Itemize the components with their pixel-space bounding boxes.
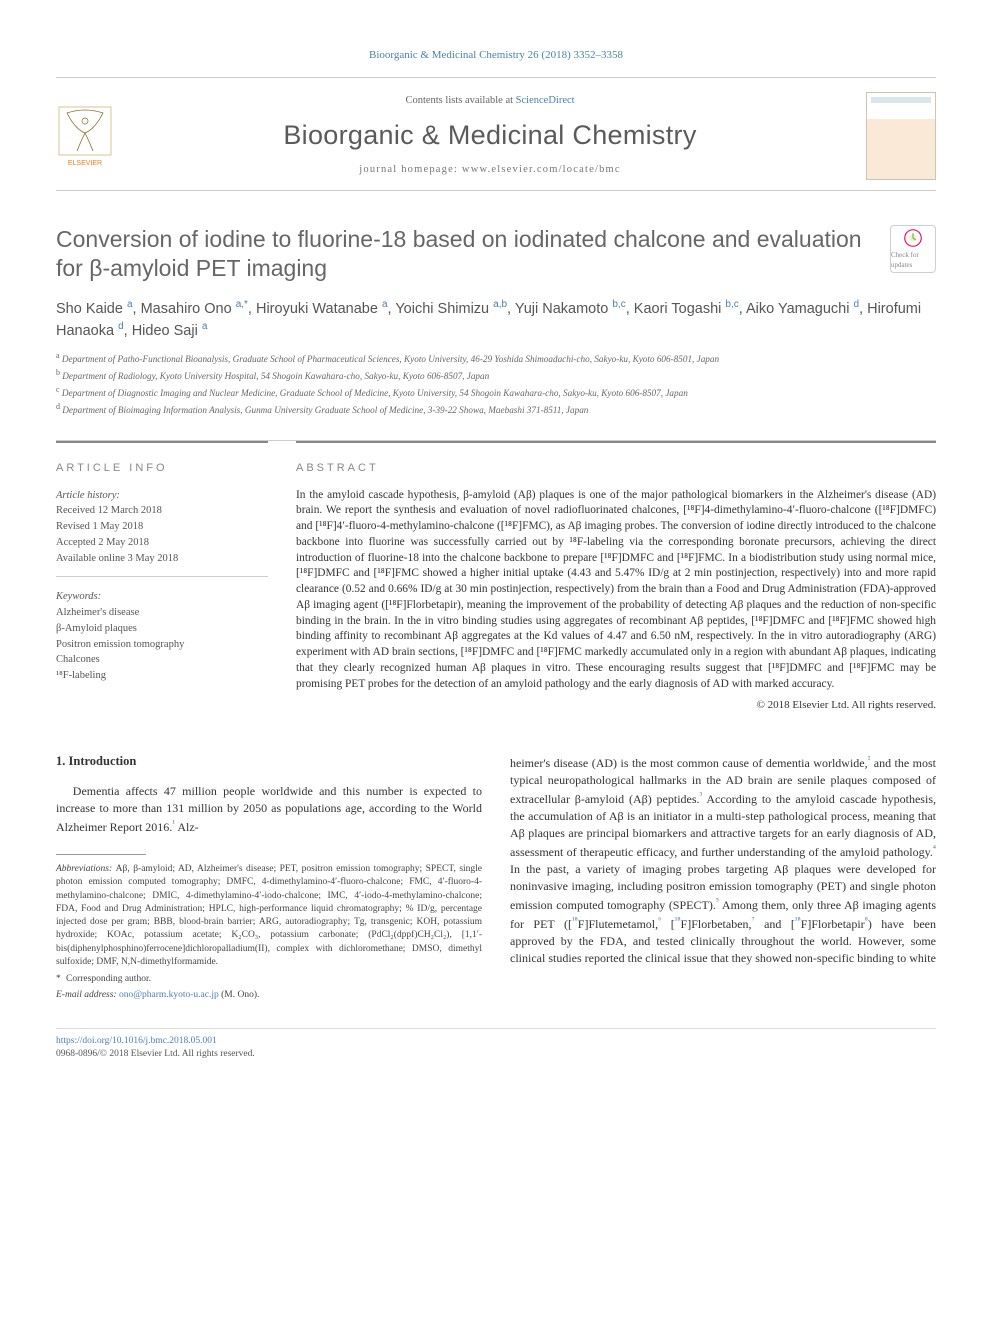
check-updates-badge[interactable]: Check for updates [890,225,936,273]
journal-name: Bioorganic & Medicinal Chemistry [132,117,848,153]
abstract-text: In the amyloid cascade hypothesis, β-amy… [296,488,936,693]
sciencedirect-link[interactable]: ScienceDirect [516,95,575,106]
abstract-copyright: © 2018 Elsevier Ltd. All rights reserved… [296,698,936,713]
footnote-separator [56,854,146,855]
doi-link[interactable]: https://doi.org/10.1016/j.bmc.2018.05.00… [56,1036,217,1046]
check-updates-label: Check for updates [891,251,935,270]
contents-available-line: Contents lists available at ScienceDirec… [132,94,848,108]
journal-cover-thumbnail [866,92,936,180]
author-list: Sho Kaide a, Masahiro Ono a,*, Hiroyuki … [56,298,936,342]
page-footer: https://doi.org/10.1016/j.bmc.2018.05.00… [56,1028,936,1061]
article-history: Article history: Received 12 March 2018R… [56,488,268,578]
keyword-item: β-Amyloid plaques [56,621,268,637]
affiliation-list: a Department of Patho-Functional Bioanal… [56,350,936,417]
keyword-item: Positron emission tomography [56,637,268,653]
corresponding-author-note: *Corresponding author. [56,973,482,986]
body-column-right: heimer's disease (AD) is the most common… [510,753,936,1002]
email-footnote: E-mail address: ono@pharm.kyoto-u.ac.jp … [56,989,482,1002]
affiliation-item: a Department of Patho-Functional Bioanal… [56,350,936,367]
keyword-item: Chalcones [56,652,268,668]
journal-header: ELSEVIER Contents lists available at Sci… [56,77,936,191]
history-line: Available online 3 May 2018 [56,551,268,567]
body-column-left: 1. Introduction Dementia affects 47 mill… [56,753,482,1002]
affiliation-item: d Department of Bioimaging Information A… [56,401,936,418]
issn-copyright: 0968-0896/© 2018 Elsevier Ltd. All right… [56,1049,255,1059]
intro-heading: 1. Introduction [56,753,482,771]
citation-line: Bioorganic & Medicinal Chemistry 26 (201… [56,48,936,63]
elsevier-logo: ELSEVIER [56,104,114,168]
history-line: Received 12 March 2018 [56,503,268,519]
article-title: Conversion of iodine to fluorine-18 base… [56,225,872,284]
elsevier-wordmark: ELSEVIER [68,160,102,167]
history-line: Accepted 2 May 2018 [56,535,268,551]
corresponding-email-link[interactable]: ono@pharm.kyoto-u.ac.jp [119,990,219,1000]
abstract-heading: ABSTRACT [296,461,936,476]
intro-paragraph-2: heimer's disease (AD) is the most common… [510,753,936,967]
intro-paragraph-1: Dementia affects 47 million people world… [56,783,482,836]
affiliation-item: b Department of Radiology, Kyoto Univers… [56,367,936,384]
journal-homepage: journal homepage: www.elsevier.com/locat… [132,163,848,177]
keyword-item: ¹⁸F-labeling [56,668,268,684]
keywords-block: Keywords: Alzheimer's diseaseβ-Amyloid p… [56,589,268,684]
affiliation-item: c Department of Diagnostic Imaging and N… [56,384,936,401]
article-info-heading: ARTICLE INFO [56,461,268,476]
keyword-item: Alzheimer's disease [56,605,268,621]
abbreviations-footnote: Abbreviations: Aβ, β-amyloid; AD, Alzhei… [56,863,482,969]
history-line: Revised 1 May 2018 [56,519,268,535]
